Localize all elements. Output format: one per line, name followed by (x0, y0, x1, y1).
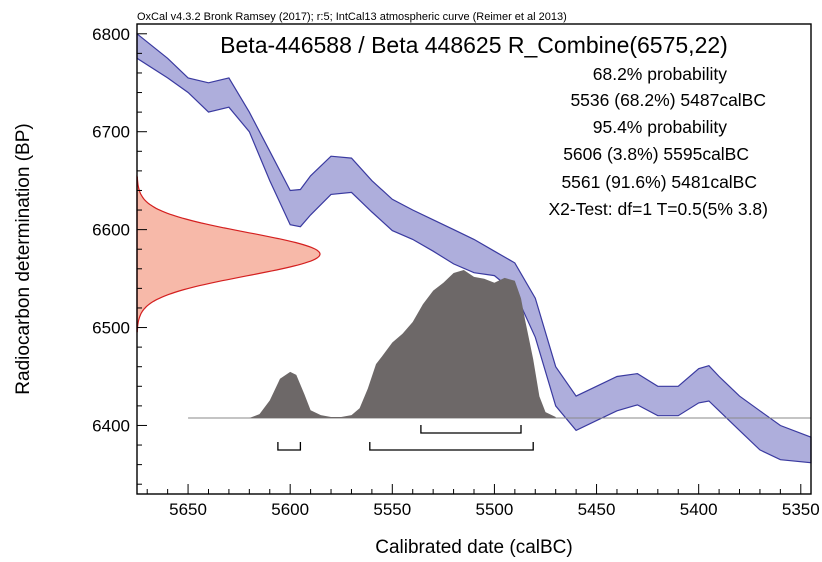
y-tick-label: 6700 (92, 123, 130, 142)
radiocarbon-distribution (136, 175, 321, 333)
y-axis: 6400 6500 6600 6700 6800 (92, 25, 147, 485)
annotation-95-header: 95.4% probability (593, 117, 727, 137)
y-tick-label: 6500 (92, 319, 130, 338)
x-tick-label: 5550 (373, 500, 411, 519)
range-95-bracket (369, 442, 534, 451)
x-tick-label: 5450 (578, 500, 616, 519)
annotation-95-range-1: 5606 (3.8%) 5595calBC (563, 144, 749, 164)
radiocarbon-distribution-layer (136, 175, 321, 333)
annotation-chi2-test: X2-Test: df=1 T=0.5(5% 3.8) (548, 199, 768, 219)
header-text: OxCal v4.3.2 Bronk Ramsey (2017); r:5; I… (137, 11, 567, 23)
y-tick-label: 6600 (92, 221, 130, 240)
x-tick-label: 5350 (782, 500, 820, 519)
x-tick-label: 5500 (476, 500, 514, 519)
x-tick-label: 5400 (680, 500, 718, 519)
range-68-bracket (420, 425, 522, 434)
range-bars-layer (277, 425, 534, 451)
annotation-68-range: 5536 (68.2%) 5487calBC (570, 90, 766, 110)
chart-title: Beta-446588 / Beta 448625 R_Combine(6575… (220, 32, 728, 58)
x-axis: 5650 5600 5550 5500 5450 5400 5350 (146, 484, 820, 519)
annotation-68-header: 68.2% probability (593, 64, 727, 84)
y-tick-label: 6400 (92, 416, 130, 435)
x-axis-title: Calibrated date (calBC) (375, 537, 572, 558)
y-tick-label: 6800 (92, 25, 130, 44)
annotation-block: 68.2% probability 5536 (68.2%) 5487calBC… (548, 64, 768, 219)
range-95-bracket (277, 442, 302, 451)
annotation-95-range-2: 5561 (91.6%) 5481calBC (561, 172, 757, 192)
y-axis-title: Radiocarbon determination (BP) (13, 123, 34, 394)
x-tick-label: 5650 (169, 500, 207, 519)
posterior-distribution (188, 270, 556, 418)
x-tick-label: 5600 (271, 500, 309, 519)
posterior-distribution-layer (188, 270, 811, 419)
